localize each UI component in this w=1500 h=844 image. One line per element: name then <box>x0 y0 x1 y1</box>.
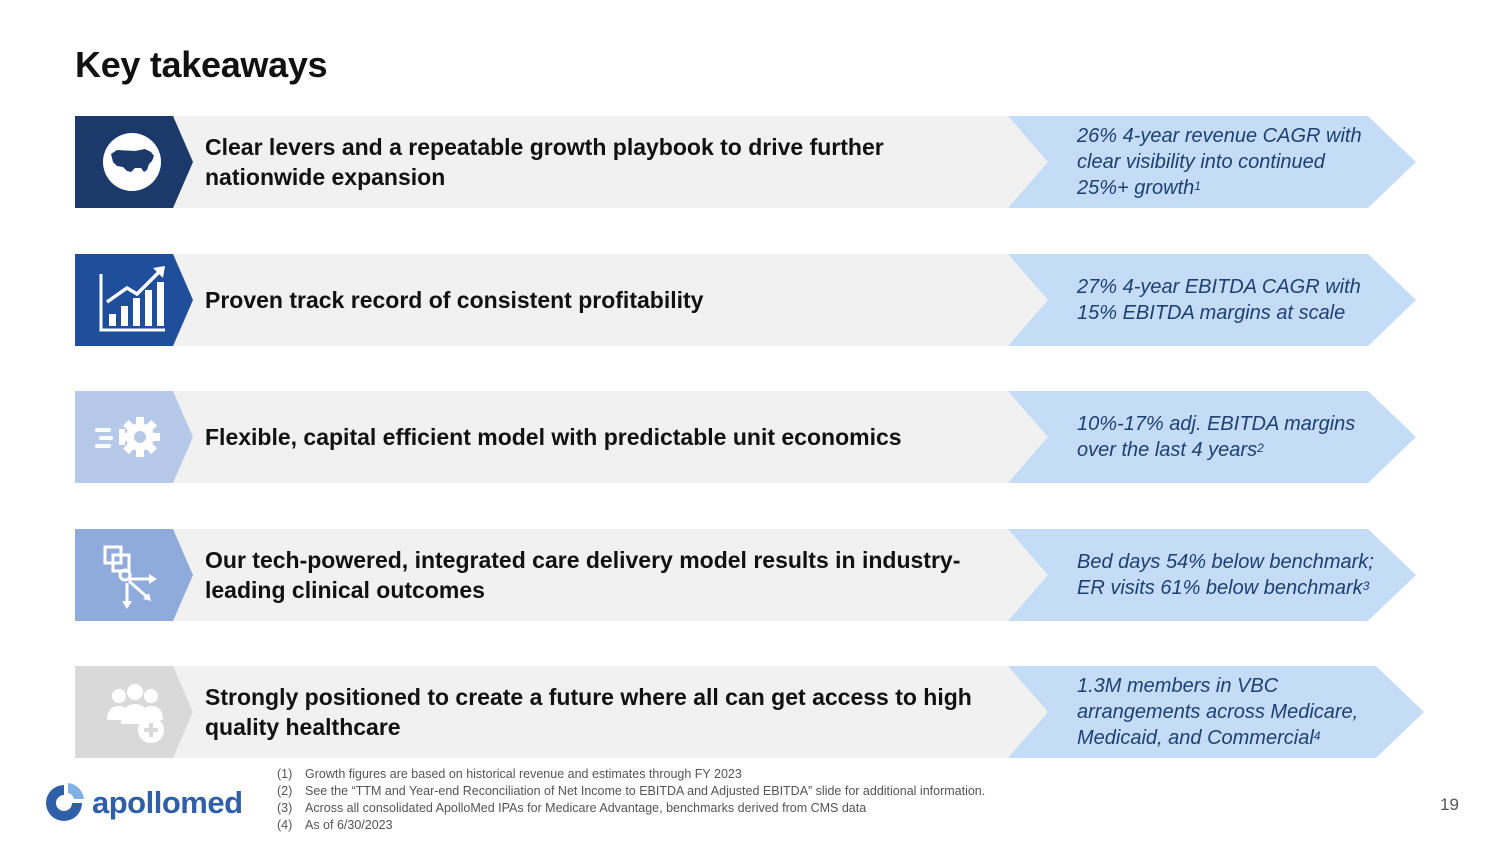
company-logo: apollomed <box>42 781 243 825</box>
takeaway-row: Flexible, capital efficient model with p… <box>75 391 1425 483</box>
apollomed-logo-icon <box>46 783 84 821</box>
takeaway-row: Our tech-powered, integrated care delive… <box>75 529 1425 621</box>
footnote: (4) As of 6/30/2023 <box>277 818 393 832</box>
row-background <box>173 391 1108 483</box>
takeaway-row: Proven track record of consistent profit… <box>75 254 1425 346</box>
footnote: (1) Growth figures are based on historica… <box>277 767 742 781</box>
integrated-network-icon <box>75 529 193 621</box>
takeaway-text: Our tech-powered, integrated care delive… <box>205 547 961 603</box>
page-number: 19 <box>1440 795 1459 814</box>
growth-chart-icon <box>75 254 193 346</box>
takeaway-text: Strongly positioned to create a future w… <box>205 684 972 740</box>
stat-text: 1.3M members in VBC arrangements across … <box>1077 675 1359 749</box>
takeaway-text: Flexible, capital efficient model with p… <box>205 424 902 450</box>
stat-text: Bed days 54% below benchmark; ER visits … <box>1077 551 1374 599</box>
row-background <box>173 666 1108 758</box>
footnote: (3) Across all consolidated ApolloMed IPA… <box>277 801 867 815</box>
page-title: Key takeaways <box>75 44 328 85</box>
stat-chevron <box>1008 666 1424 758</box>
stat-chevron <box>1008 529 1418 621</box>
takeaway-row: Clear levers and a repeatable growth pla… <box>75 116 1425 208</box>
usa-map-icon <box>75 116 193 208</box>
takeaway-text: Clear levers and a repeatable growth pla… <box>205 134 884 190</box>
takeaway-text: Proven track record of consistent profit… <box>205 287 704 313</box>
takeaway-row: Strongly positioned to create a future w… <box>75 666 1425 758</box>
footnote: (2) See the “TTM and Year-end Reconciliat… <box>277 784 986 798</box>
stat-text: 27% 4-year EBITDA CAGR with 15% EBITDA m… <box>1077 276 1361 324</box>
row-background <box>173 529 1108 621</box>
gear-speed-icon <box>75 391 193 483</box>
stat-text: 26% 4-year revenue CAGR with clear visib… <box>1077 125 1362 199</box>
stat-chevron <box>1008 116 1418 208</box>
stat-chevron <box>1008 254 1418 346</box>
logo-text: apollomed <box>92 785 243 820</box>
stat-chevron <box>1008 391 1418 483</box>
row-background <box>173 254 1108 346</box>
row-background <box>173 116 1108 208</box>
stat-text: 10%-17% adj. EBITDA margins over the las… <box>1077 413 1356 461</box>
footnotes: (1) Growth figures are based on historica… <box>277 766 985 834</box>
people-plus-icon <box>75 666 193 758</box>
